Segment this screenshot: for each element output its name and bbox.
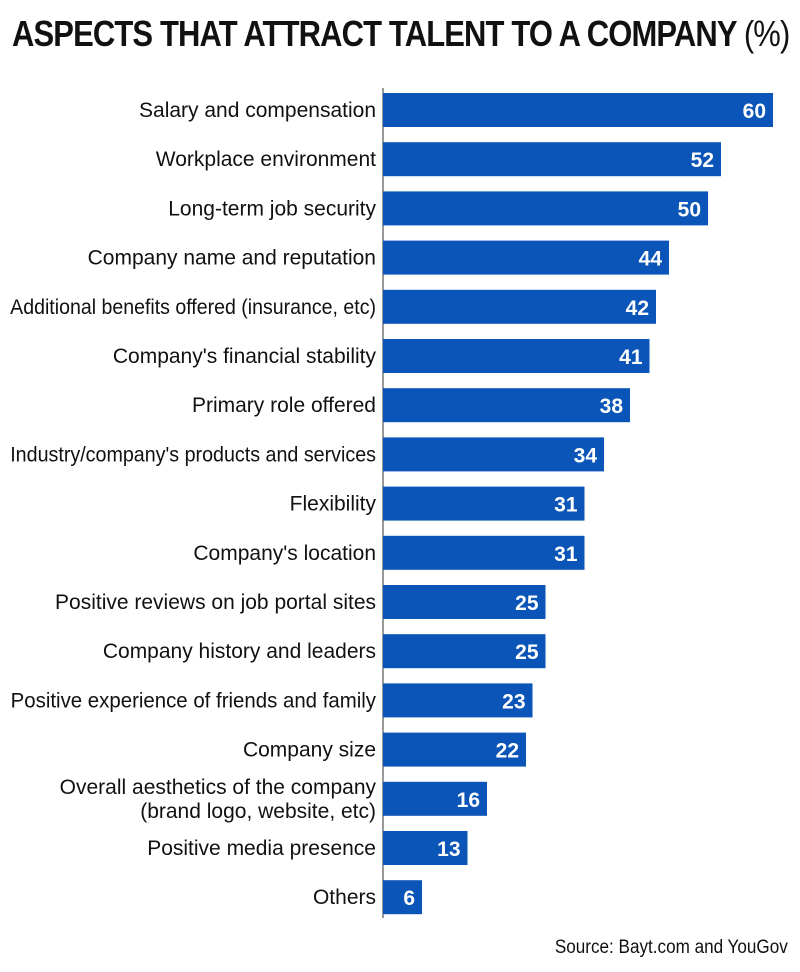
bar	[383, 289, 656, 324]
category-label: Primary role offered	[192, 394, 376, 417]
chart-title-text: ASPECTS THAT ATTRACT TALENT TO A COMPANY	[12, 13, 737, 54]
bar	[383, 535, 585, 570]
source-note: Source: Bayt.com and YouGov	[555, 937, 788, 958]
value-label: 50	[678, 198, 701, 221]
bar	[383, 831, 468, 865]
bar	[383, 339, 650, 373]
bar	[383, 388, 630, 423]
category-label: Salary and compensation	[139, 99, 376, 122]
bar	[383, 437, 604, 472]
value-label: 60	[743, 100, 766, 123]
bar	[383, 240, 669, 275]
value-label: 38	[600, 395, 624, 418]
category-label: Positive media presence	[147, 837, 376, 860]
value-label: 22	[496, 740, 519, 763]
bar	[383, 585, 546, 619]
category-label: Company size	[243, 739, 376, 762]
value-label: 44	[639, 248, 663, 271]
bar	[383, 634, 546, 669]
category-label: Company's location	[193, 542, 376, 565]
bar	[383, 93, 773, 127]
bar	[383, 486, 585, 521]
category-label: Company history and leaders	[103, 640, 376, 663]
category-label: Positive reviews on job portal sites	[55, 591, 376, 614]
bar	[383, 142, 721, 177]
value-label: 41	[619, 346, 643, 369]
value-label: 34	[574, 444, 598, 467]
value-label: 6	[403, 887, 415, 910]
value-label: 31	[554, 494, 578, 517]
category-label: Company name and reputation	[88, 247, 376, 270]
category-label: Workplace environment	[156, 148, 376, 171]
bar	[383, 683, 533, 718]
value-label: 42	[626, 297, 649, 320]
chart-title: ASPECTS THAT ATTRACT TALENT TO A COMPANY…	[12, 12, 790, 56]
value-label: 13	[437, 838, 460, 861]
bar	[383, 781, 487, 816]
value-label: 31	[554, 543, 578, 566]
chart-title-unit: (%)	[743, 13, 790, 54]
category-label: Positive experience of friends and famil…	[11, 689, 377, 712]
category-label: Additional benefits offered (insurance, …	[10, 296, 376, 319]
category-label: Overall aesthetics of the company (brand …	[60, 776, 377, 823]
value-label: 52	[691, 149, 714, 172]
bar	[383, 880, 422, 915]
bar	[383, 732, 526, 767]
value-label: 23	[502, 690, 525, 713]
bar	[383, 191, 708, 226]
category-label: Industry/company's products and services	[10, 444, 376, 467]
category-label: Long-term job security	[168, 197, 376, 220]
category-label: Others	[313, 886, 376, 909]
value-label: 25	[515, 592, 539, 615]
value-label: 25	[515, 641, 539, 664]
category-label: Company's financial stability	[113, 345, 377, 368]
category-label: Flexibility	[290, 493, 377, 516]
value-label: 16	[457, 789, 480, 812]
